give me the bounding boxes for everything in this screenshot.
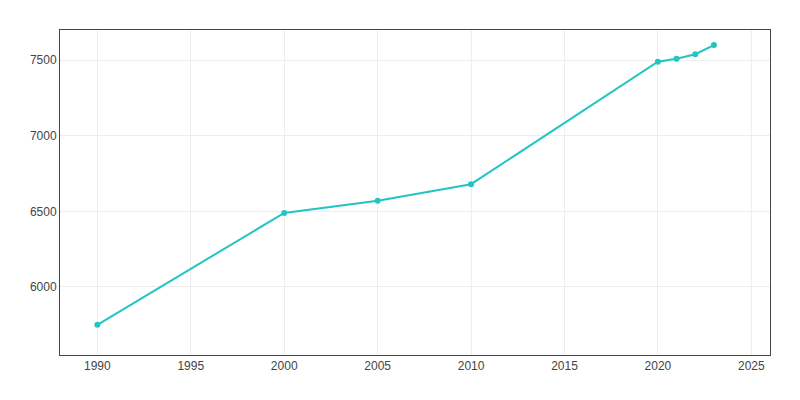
svg-text:1995: 1995	[177, 359, 204, 373]
svg-text:2020: 2020	[645, 359, 672, 373]
svg-text:1990: 1990	[84, 359, 111, 373]
svg-text:2025: 2025	[738, 359, 765, 373]
svg-text:2015: 2015	[551, 359, 578, 373]
svg-text:2005: 2005	[364, 359, 391, 373]
svg-text:6000: 6000	[30, 280, 57, 294]
svg-text:6500: 6500	[30, 205, 57, 219]
svg-text:7500: 7500	[30, 53, 57, 67]
svg-text:2010: 2010	[458, 359, 485, 373]
svg-text:2000: 2000	[271, 359, 298, 373]
svg-text:7000: 7000	[30, 129, 57, 143]
